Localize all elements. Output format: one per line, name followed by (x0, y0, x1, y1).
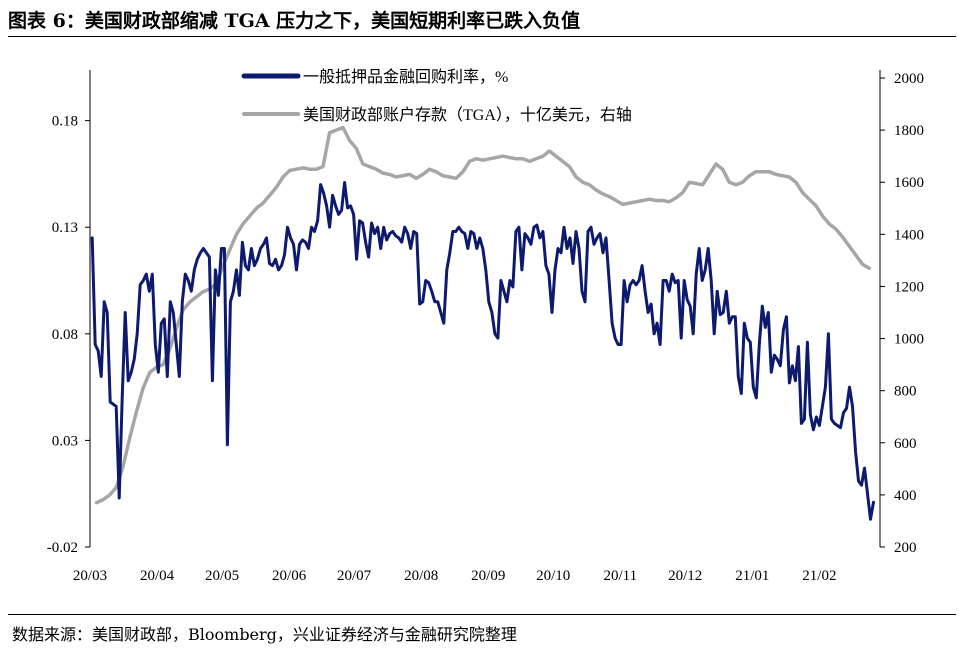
series-layer (90, 125, 875, 521)
x-tick-label: 21/02 (802, 568, 836, 584)
left-tick-label: 0.18 (52, 114, 78, 130)
x-tick-label: 20/05 (205, 568, 239, 584)
right-tick-label: 800 (894, 384, 917, 400)
legend: 一般抵押品金融回购利率，% 美国财政部账户存款（TGA），十亿美元，右轴 (241, 68, 632, 124)
left-tick-label: 0.08 (52, 327, 78, 343)
x-tick-label: 20/11 (603, 568, 637, 584)
left-tick-label: 0.03 (52, 433, 78, 449)
figure-title: 图表 6：美国财政部缩减 TGA 压力之下，美国短期利率已跌入负值 (8, 10, 581, 32)
x-tick-label: 20/09 (471, 568, 505, 584)
title-divider (8, 36, 956, 37)
x-tick-label: 20/12 (668, 568, 702, 584)
x-tick-label: 20/07 (337, 568, 372, 584)
x-tick-label: 20/06 (272, 568, 307, 584)
legend-repo-label: 一般抵押品金融回购利率，% (303, 68, 508, 86)
tga-balance-line (94, 125, 871, 505)
right-tick-label: 1800 (894, 123, 924, 139)
right-tick-label: 600 (894, 436, 917, 452)
right-tick-label: 1400 (894, 227, 924, 243)
source-divider (8, 614, 956, 615)
right-tick-label: 1000 (894, 332, 924, 348)
figure-source: 数据来源：美国财政部，Bloomberg，兴业证券经济与金融研究院整理 (12, 625, 517, 644)
x-tick-label: 21/01 (735, 568, 769, 584)
right-tick-label: 400 (894, 488, 917, 504)
repo-rate-line (90, 181, 875, 521)
right-tick-label: 1600 (894, 175, 924, 191)
left-tick-label: 0.13 (52, 220, 78, 236)
left-tick-label: -0.02 (47, 540, 78, 556)
right-tick-label: 1200 (894, 279, 924, 295)
right-tick-label: 2000 (894, 71, 924, 87)
x-tick-label: 20/04 (140, 568, 175, 584)
axes: -0.02 0.03 0.08 0.13 0.18 200 400 600 800 1000 120… (47, 70, 924, 584)
x-tick-label: 20/03 (73, 568, 107, 584)
x-tick-label: 20/08 (404, 568, 438, 584)
right-tick-label: 200 (894, 540, 917, 556)
legend-tga-label: 美国财政部账户存款（TGA），十亿美元，右轴 (303, 106, 632, 124)
x-tick-label: 20/10 (536, 568, 570, 584)
